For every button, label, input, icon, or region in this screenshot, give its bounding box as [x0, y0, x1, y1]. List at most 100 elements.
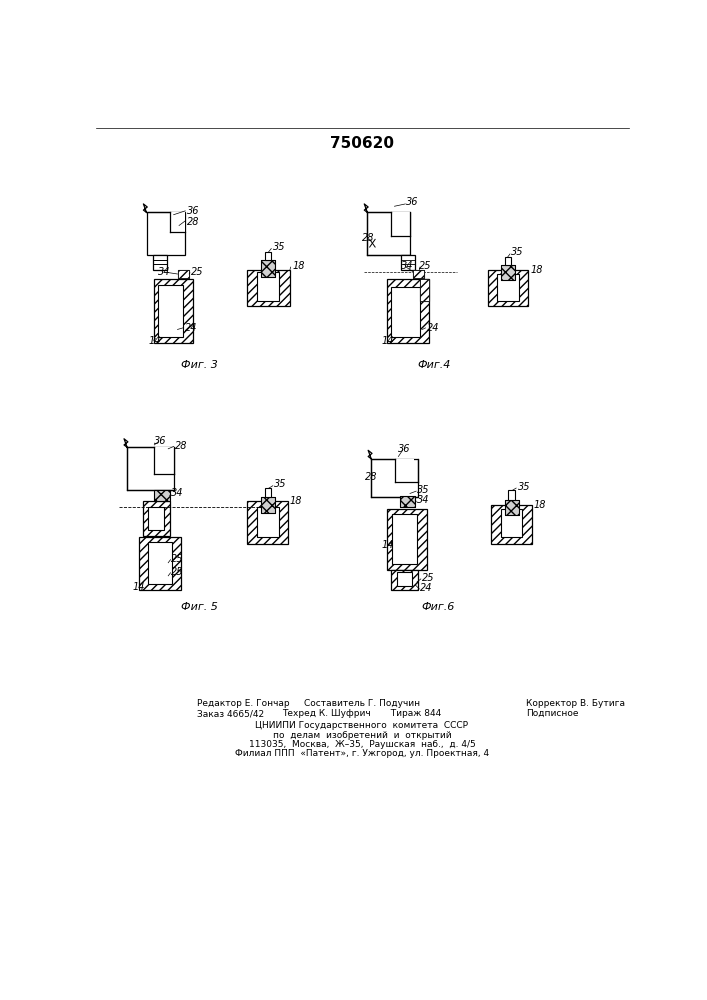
Text: Техред К. Шуфрич       Тираж 844: Техред К. Шуфрич Тираж 844 [282, 709, 442, 718]
Bar [148, 542, 172, 584]
Text: 35: 35 [274, 479, 287, 489]
Text: 34: 34 [417, 495, 429, 505]
Bar [413, 270, 424, 278]
Text: 36: 36 [398, 444, 411, 454]
Text: Подписное: Подписное [526, 709, 579, 718]
Bar [154, 447, 174, 474]
Bar [420, 279, 429, 301]
Text: 34: 34 [158, 267, 170, 277]
Text: 14: 14 [149, 336, 161, 346]
Bar [154, 279, 193, 343]
Text: 18: 18 [534, 500, 547, 510]
Text: 14: 14 [381, 540, 394, 550]
Text: Корректор В. Бутига: Корректор В. Бутига [526, 699, 625, 708]
Text: Фиг.6: Фиг.6 [421, 602, 455, 612]
Bar [154, 490, 170, 501]
Text: 28: 28 [175, 441, 187, 451]
Text: 25: 25 [419, 261, 432, 271]
Text: 113035,  Москва,  Ж–35,  Раушская  наб.,  д. 4/5: 113035, Москва, Ж–35, Раушская наб., д. … [249, 740, 475, 749]
Bar [148, 507, 164, 530]
Bar [392, 514, 417, 564]
Bar [139, 537, 182, 590]
Bar [391, 287, 420, 337]
Text: 18: 18 [292, 261, 305, 271]
Bar [265, 252, 271, 260]
Text: 750620: 750620 [330, 136, 394, 151]
Bar [505, 500, 518, 515]
Bar [257, 507, 279, 537]
Text: 18: 18 [290, 496, 303, 506]
Text: 24: 24 [427, 323, 440, 333]
Text: 25: 25 [191, 267, 203, 277]
Text: 28: 28 [365, 472, 378, 482]
Bar [257, 272, 279, 301]
Text: Филиал ППП  «Патент», г. Ужгород, ул. Проектная, 4: Филиал ППП «Патент», г. Ужгород, ул. Про… [235, 749, 489, 758]
Text: 36: 36 [154, 436, 167, 446]
Bar [261, 497, 275, 513]
Text: 35: 35 [273, 242, 286, 252]
Bar [265, 488, 271, 497]
Text: 25: 25 [171, 567, 184, 577]
Bar [387, 509, 427, 570]
Text: 35: 35 [510, 247, 523, 257]
Bar [158, 285, 183, 337]
Bar [170, 212, 185, 232]
Text: Составитель Г. Подучин: Составитель Г. Подучин [304, 699, 420, 708]
Bar [508, 490, 515, 500]
Bar [177, 270, 189, 278]
Bar [501, 265, 515, 280]
Text: 36: 36 [406, 197, 419, 207]
Bar [261, 260, 275, 277]
Bar [247, 501, 288, 544]
Bar [177, 270, 189, 278]
Bar [391, 212, 410, 235]
Text: 25: 25 [421, 573, 434, 583]
Text: Фиг. 3: Фиг. 3 [182, 360, 218, 370]
Bar [154, 490, 170, 501]
Text: 34: 34 [401, 261, 413, 271]
Bar [395, 459, 414, 482]
Bar [387, 279, 429, 343]
Bar [391, 570, 418, 590]
Text: 28: 28 [187, 217, 199, 227]
Bar [501, 509, 522, 537]
Bar [401, 255, 414, 270]
Text: 35: 35 [417, 485, 429, 495]
Bar [420, 279, 429, 301]
Bar [413, 270, 424, 278]
Text: 35: 35 [518, 482, 530, 492]
Bar [371, 459, 418, 497]
Bar [488, 270, 528, 306]
Bar [497, 274, 518, 301]
Text: 34: 34 [171, 488, 184, 498]
Bar [247, 270, 290, 306]
Bar [127, 447, 174, 490]
Text: 18: 18 [530, 265, 543, 275]
Text: 28: 28 [362, 233, 375, 243]
Text: Фиг. 5: Фиг. 5 [182, 602, 218, 612]
Bar [368, 212, 410, 255]
Text: 24: 24 [185, 323, 197, 333]
Text: Редактор Е. Гончар: Редактор Е. Гончар [197, 699, 289, 708]
Bar [261, 497, 275, 513]
Text: 24: 24 [420, 583, 433, 593]
Bar [261, 260, 275, 277]
Bar [400, 496, 416, 507]
Bar [153, 255, 168, 270]
Bar [505, 500, 518, 515]
Bar [146, 212, 185, 255]
Text: по  делам  изобретений  и  открытий: по делам изобретений и открытий [273, 731, 451, 740]
Bar [505, 257, 510, 265]
Text: 36: 36 [187, 206, 199, 216]
Text: 14: 14 [132, 582, 145, 592]
Text: 14: 14 [381, 336, 394, 346]
Bar [143, 501, 170, 536]
Text: 25: 25 [171, 554, 184, 564]
Bar [491, 505, 532, 544]
Text: Заказ 4665/42: Заказ 4665/42 [197, 709, 264, 718]
Bar [400, 496, 416, 507]
Bar [501, 265, 515, 280]
Bar [397, 572, 412, 586]
Text: ЦНИИПИ Государственного  комитета  СССР: ЦНИИПИ Государственного комитета СССР [255, 721, 469, 730]
Text: Фиг.4: Фиг.4 [418, 360, 451, 370]
